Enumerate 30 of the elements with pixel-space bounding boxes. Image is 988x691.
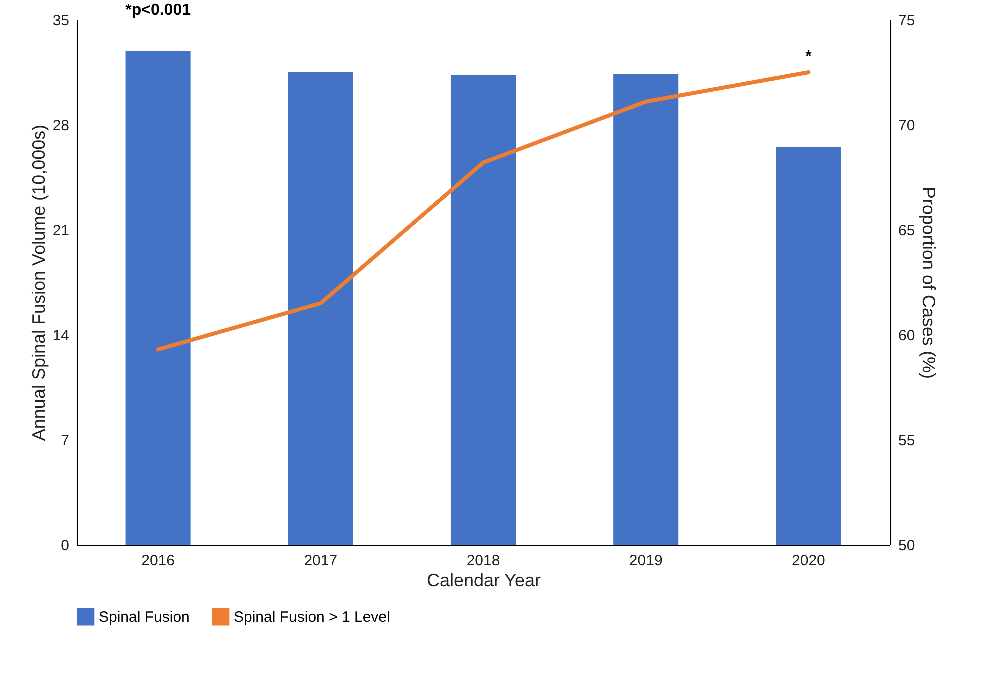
y-tick-label: 21 [52, 222, 70, 240]
y2-tick-label: 60 [898, 328, 916, 344]
text: *p<0.001 [126, 2, 192, 19]
legend-label: Spinal Fusion > 1 Level [234, 609, 390, 626]
bar [288, 72, 354, 545]
bar [614, 74, 679, 545]
y2-tick-label: 75 [898, 12, 916, 30]
bar [450, 76, 516, 545]
x-tick-label: 2017 [304, 552, 338, 570]
y2-tick-label: 65 [898, 222, 916, 240]
y-tick-label: 7 [61, 432, 70, 450]
y2-tick-label: 55 [898, 432, 916, 450]
bar [776, 148, 842, 545]
x-tick-label: 2020 [792, 552, 826, 570]
bar [126, 52, 191, 545]
legend-label: Spinal Fusion [99, 609, 190, 626]
x-tick-label: 2019 [629, 552, 663, 570]
y-tick-label: 35 [52, 12, 70, 30]
y-axis-title: Annual Spinal Fusion Volume (10,000s) [28, 124, 49, 442]
y2-tick-label: 50 [898, 538, 916, 554]
x-tick-label: 2018 [466, 552, 500, 570]
y2-axis-title: Proportion of Cases (%) [919, 186, 940, 380]
x-axis-title: Calendar Year [426, 570, 542, 590]
y-tick-label: 0 [61, 538, 70, 554]
y-tick-label: 14 [52, 328, 70, 344]
x-tick-label: 2016 [142, 552, 175, 570]
y2-tick-label: 70 [898, 118, 916, 134]
annotation: * [806, 48, 813, 66]
y-tick-label: 28 [52, 118, 70, 134]
line-series [156, 70, 811, 352]
